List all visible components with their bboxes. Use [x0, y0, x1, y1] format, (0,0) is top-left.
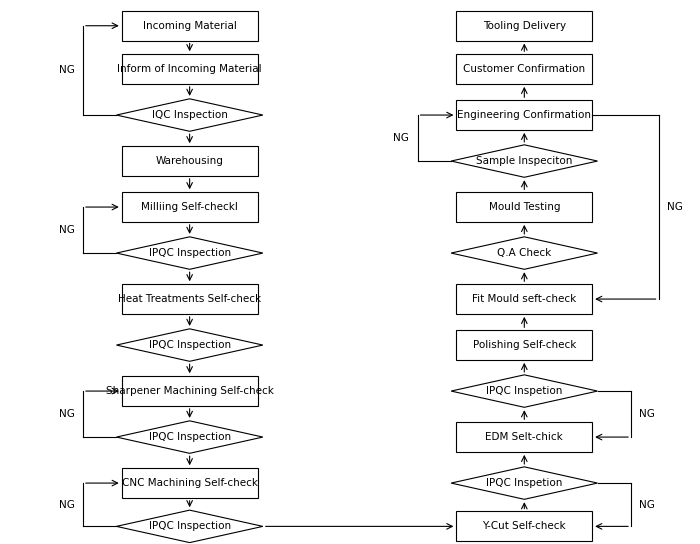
Text: Customer Confirmation: Customer Confirmation: [463, 64, 585, 74]
FancyBboxPatch shape: [122, 376, 258, 406]
Text: IPQC Inspection: IPQC Inspection: [148, 248, 231, 258]
Text: NG: NG: [639, 500, 655, 510]
Text: IPQC Inspection: IPQC Inspection: [148, 340, 231, 350]
Text: Milliing Self-checkl: Milliing Self-checkl: [141, 202, 238, 212]
Polygon shape: [116, 329, 262, 361]
FancyBboxPatch shape: [456, 511, 592, 541]
Text: Polishing Self-check: Polishing Self-check: [473, 340, 576, 350]
FancyBboxPatch shape: [122, 192, 258, 222]
Text: Y-Cut Self-check: Y-Cut Self-check: [482, 521, 566, 531]
Text: Mould Testing: Mould Testing: [489, 202, 560, 212]
Text: EDM Selt-chick: EDM Selt-chick: [485, 432, 564, 442]
Text: Q.A Check: Q.A Check: [497, 248, 552, 258]
Polygon shape: [116, 237, 262, 269]
Text: NG: NG: [393, 133, 410, 143]
Text: Tooling Delivery: Tooling Delivery: [483, 21, 566, 31]
FancyBboxPatch shape: [122, 146, 258, 176]
FancyBboxPatch shape: [122, 468, 258, 498]
Polygon shape: [116, 421, 262, 453]
Text: NG: NG: [59, 65, 75, 76]
FancyBboxPatch shape: [122, 11, 258, 41]
Text: IQC Inspection: IQC Inspection: [152, 110, 228, 120]
Text: NG: NG: [667, 202, 682, 212]
Text: IPQC Inspetion: IPQC Inspetion: [486, 386, 563, 396]
Text: NG: NG: [59, 409, 75, 419]
FancyBboxPatch shape: [456, 422, 592, 452]
Text: Sample Inspeciton: Sample Inspeciton: [476, 156, 573, 166]
Polygon shape: [116, 510, 262, 542]
Text: Engineering Confirmation: Engineering Confirmation: [457, 110, 592, 120]
Text: IPQC Inspection: IPQC Inspection: [148, 432, 231, 442]
FancyBboxPatch shape: [456, 11, 592, 41]
FancyBboxPatch shape: [122, 284, 258, 314]
FancyBboxPatch shape: [122, 54, 258, 84]
Text: Inform of Incoming Material: Inform of Incoming Material: [118, 64, 262, 74]
FancyBboxPatch shape: [456, 54, 592, 84]
Polygon shape: [451, 237, 598, 269]
Text: Incoming Material: Incoming Material: [143, 21, 237, 31]
FancyBboxPatch shape: [456, 330, 592, 360]
Text: Sharpener Machining Self-check: Sharpener Machining Self-check: [106, 386, 274, 396]
Text: Warehousing: Warehousing: [155, 156, 223, 166]
Text: IPQC Inspetion: IPQC Inspetion: [486, 478, 563, 488]
Polygon shape: [451, 375, 598, 407]
Polygon shape: [116, 99, 262, 131]
Text: Fit Mould seft-check: Fit Mould seft-check: [473, 294, 576, 304]
Text: Heat Treatments Self-check: Heat Treatments Self-check: [118, 294, 261, 304]
Text: IPQC Inspection: IPQC Inspection: [148, 521, 231, 531]
FancyBboxPatch shape: [456, 284, 592, 314]
Polygon shape: [451, 145, 598, 177]
Polygon shape: [451, 467, 598, 499]
Text: NG: NG: [59, 500, 75, 510]
FancyBboxPatch shape: [456, 192, 592, 222]
Text: NG: NG: [59, 225, 75, 235]
Text: NG: NG: [639, 409, 655, 419]
Text: CNC Machining Self-check: CNC Machining Self-check: [122, 478, 258, 488]
FancyBboxPatch shape: [456, 100, 592, 130]
